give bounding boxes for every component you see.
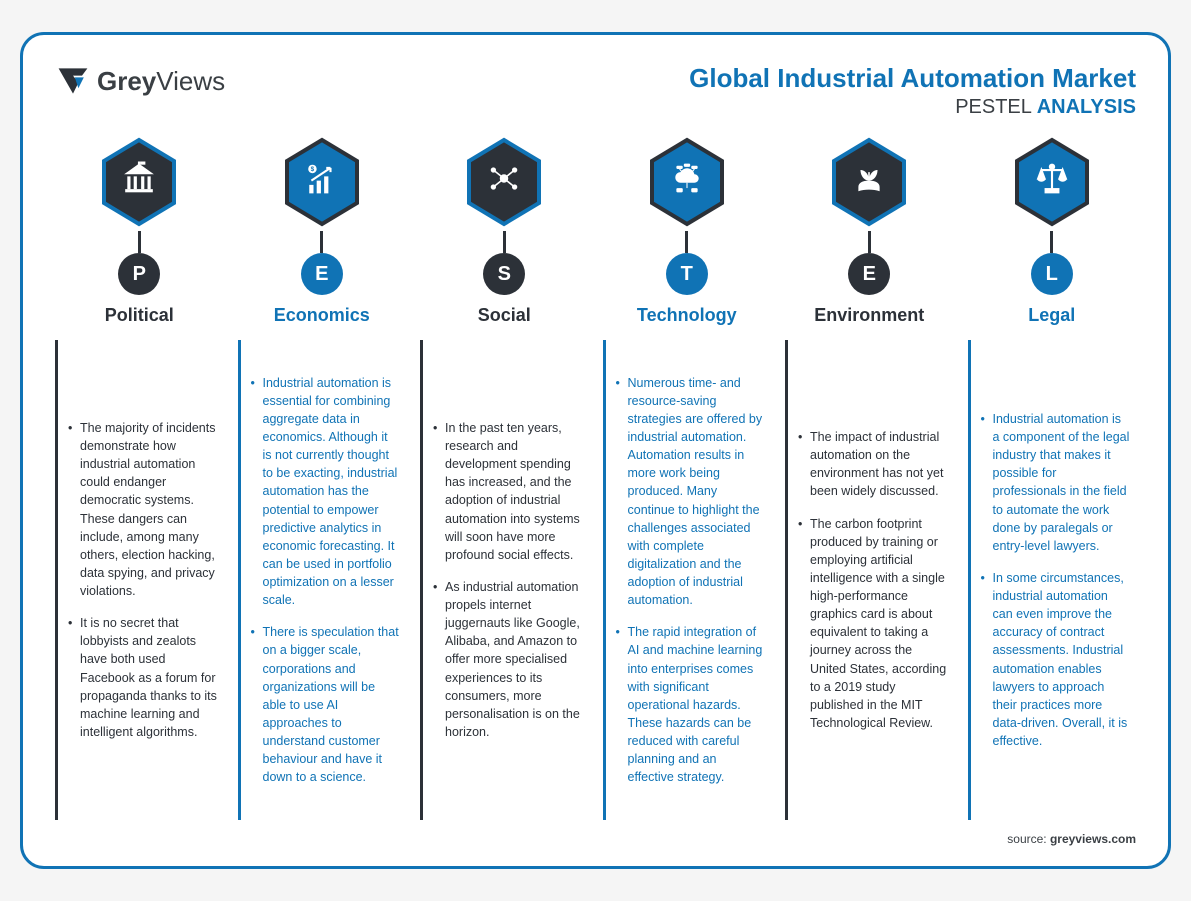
source-label: source: [1007,832,1050,846]
pestel-column-political: P Political The majority of incidents demo… [55,137,224,820]
bullet-item: Industrial automation is a component of … [981,410,1131,555]
connector-line [1050,231,1053,253]
column-title: Social [478,305,531,326]
letter-circle: L [1031,253,1073,295]
chart-icon: $ [305,162,339,203]
column-body: Industrial automation is a component of … [968,340,1137,820]
government-icon [122,162,156,203]
sub-bold: ANALYSIS [1037,96,1136,118]
cloud-icon [670,162,704,203]
connector-line [320,231,323,253]
pestel-column-environment: E Environment The impact of industrial aut… [785,137,954,820]
column-body: Industrial automation is essential for c… [238,340,407,820]
column-title: Environment [814,305,924,326]
hex-badge [647,137,727,227]
connector-line [138,231,141,253]
logo-mark-icon [55,63,91,99]
pestel-column-social: S Social In the past ten years, research a… [420,137,589,820]
column-body: The majority of incidents demonstrate ho… [55,340,224,820]
connector-line [868,231,871,253]
brand-views: Views [156,66,225,96]
pestel-card: GreyViews Global Industrial Automation M… [20,32,1171,869]
sub-pre: PESTEL [955,96,1037,118]
letter-circle: T [666,253,708,295]
bullet-item: In some circumstances, industrial automa… [981,569,1131,750]
bullet-item: It is no secret that lobbyists and zealo… [68,614,218,741]
title-block: Global Industrial Automation Market PEST… [689,63,1136,119]
bullet-item: In the past ten years, research and deve… [433,419,583,564]
brand-text: GreyViews [97,66,225,97]
pestel-column-legal: L Legal Industrial automation is a compone… [968,137,1137,820]
header: GreyViews Global Industrial Automation M… [55,63,1136,119]
brand-grey: Grey [97,66,156,96]
svg-text:$: $ [310,166,314,173]
bullet-item: Numerous time- and resource-saving strat… [616,374,766,610]
column-title: Economics [274,305,370,326]
column-body: Numerous time- and resource-saving strat… [603,340,772,820]
pestel-columns: P Political The majority of incidents demo… [55,137,1136,820]
column-title: Political [105,305,174,326]
main-title: Global Industrial Automation Market [689,63,1136,94]
column-body: In the past ten years, research and deve… [420,340,589,820]
source-domain: greyviews.com [1050,832,1136,846]
letter-circle: P [118,253,160,295]
scales-icon [1035,162,1069,203]
hex-badge [464,137,544,227]
source-line: source: greyviews.com [55,832,1136,846]
letter-circle: S [483,253,525,295]
sub-title: PESTEL ANALYSIS [689,96,1136,119]
bullet-item: There is speculation that on a bigger sc… [251,623,401,786]
bullet-item: The rapid integration of AI and machine … [616,623,766,786]
pestel-column-technology: T Technology Numerous time- and resource-s… [603,137,772,820]
bullet-item: The majority of incidents demonstrate ho… [68,419,218,600]
bullet-item: The carbon footprint produced by trainin… [798,515,948,733]
hex-badge: $ [282,137,362,227]
letter-circle: E [301,253,343,295]
column-title: Technology [637,305,737,326]
hex-badge [99,137,179,227]
connector-line [685,231,688,253]
hex-badge [829,137,909,227]
bullet-item: As industrial automation propels interne… [433,578,583,741]
plant-icon [852,162,886,203]
column-title: Legal [1028,305,1075,326]
column-body: The impact of industrial automation on t… [785,340,954,820]
brand-logo: GreyViews [55,63,225,99]
bullet-item: The impact of industrial automation on t… [798,428,948,501]
people-icon [487,162,521,203]
connector-line [503,231,506,253]
hex-badge [1012,137,1092,227]
letter-circle: E [848,253,890,295]
pestel-column-economics: $ E Economics Industrial automation is esse… [238,137,407,820]
bullet-item: Industrial automation is essential for c… [251,374,401,610]
